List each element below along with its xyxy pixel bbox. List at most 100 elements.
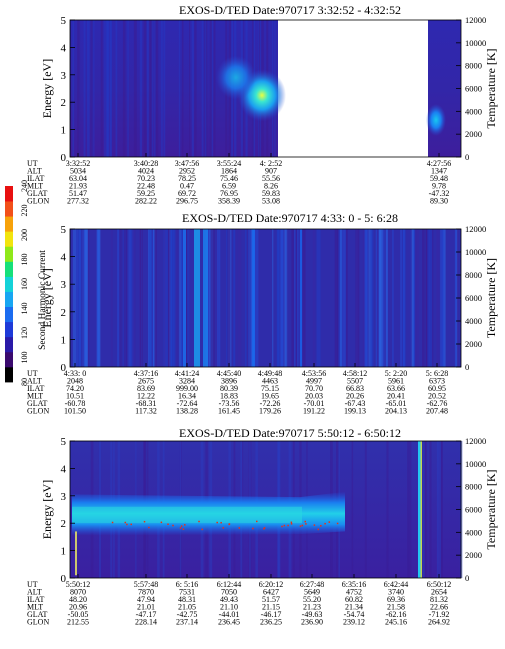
time-row-value: 19.65: [261, 392, 279, 401]
intensity-speck: [263, 527, 266, 529]
spectrogram-streak: [86, 20, 89, 157]
spectrogram-streak: [411, 229, 413, 367]
spectrogram-streak: [100, 20, 103, 157]
time-row-value: 117.32: [135, 407, 157, 416]
intensity-speck: [160, 521, 163, 524]
time-row-value: 5:57:48: [134, 580, 158, 589]
intensity-speck: [313, 524, 316, 526]
spectrogram-streak: [88, 20, 90, 157]
intensity-speck: [283, 524, 286, 527]
time-row-value: 1347: [431, 167, 447, 176]
spectrogram-streak: [203, 229, 208, 367]
time-row-value: 101.50: [64, 407, 86, 416]
time-row-value: 20.41: [387, 392, 405, 401]
time-row-value: 21.23: [303, 603, 321, 612]
time-row-value: 21.34: [345, 603, 363, 612]
intensity-speck: [143, 520, 146, 523]
spectrogram-streak: [163, 20, 166, 157]
spectrogram-streak: [181, 20, 184, 157]
time-row-value: 0.47: [180, 182, 194, 191]
y2-tick-label: 8000: [465, 61, 482, 71]
time-row-value: 21.10: [220, 603, 238, 612]
spectrogram-streak: [245, 229, 247, 367]
time-row-value: 6:12:44: [217, 580, 241, 589]
time-row-value: 4:27:56: [427, 159, 451, 168]
intensity-speck: [179, 527, 182, 529]
time-row-value: 5:50:12: [66, 580, 90, 589]
spectrogram-streak: [79, 229, 81, 367]
spectrogram-streak: [436, 441, 439, 578]
time-row-value: -62.16: [386, 610, 407, 619]
colorbar-segment: [5, 201, 13, 217]
spectrogram-streak: [339, 229, 343, 367]
spectrogram-panel: EXOS-D/TED Date:970717 3:32:52 - 4:32:52…: [27, 3, 498, 206]
time-row-label: ALT: [27, 377, 42, 386]
intensity-speck: [336, 522, 339, 525]
y2-tick-label: 12000: [465, 436, 486, 446]
time-row-value: 6.59: [222, 182, 236, 191]
spectrogram-streak: [210, 229, 215, 367]
colorbar-segment: [5, 291, 13, 308]
time-row-label: MLT: [27, 392, 43, 401]
spectrogram-streak: [365, 229, 367, 367]
spectrogram-streak: [429, 441, 432, 578]
y-tick-label: 0: [61, 573, 67, 585]
spectrogram-streak: [427, 229, 431, 367]
time-row-label: ALT: [27, 588, 42, 597]
time-row-value: 5034: [70, 167, 86, 176]
panel-title: EXOS-D/TED Date:970717 5:50:12 - 6:50:12: [179, 426, 401, 440]
y-axis-label: Energy [eV]: [40, 268, 54, 327]
time-row-value: 212.55: [67, 618, 89, 627]
y2-tick-label: 2000: [465, 550, 482, 560]
spectrogram-streak: [151, 20, 154, 157]
time-row-value: 51.57: [262, 595, 280, 604]
spectrogram-streak: [130, 229, 134, 367]
y-tick-label: 4: [61, 463, 67, 475]
intensity-speck: [148, 526, 150, 529]
spectrogram-streak: [355, 229, 358, 367]
intensity-speck: [216, 521, 218, 524]
y2-tick-label: 10000: [465, 459, 486, 469]
y2-tick-label: 6000: [465, 84, 482, 94]
time-row-value: 199.13: [344, 407, 366, 416]
time-row-value: 69.72: [178, 189, 196, 198]
spectrogram-streak: [87, 229, 90, 367]
spectrogram-streak: [377, 229, 379, 367]
time-row-value: 4024: [138, 167, 154, 176]
spectrogram-streak: [215, 229, 219, 367]
intensity-speck: [220, 521, 222, 524]
time-row-value: 7531: [179, 588, 195, 597]
time-row-value: 5507: [347, 377, 363, 386]
y-axis-label: Energy [eV]: [40, 480, 54, 539]
y2-tick-label: 0: [465, 362, 469, 372]
time-row-value: 228.14: [135, 618, 157, 627]
spectrogram-streak: [237, 229, 242, 367]
intensity-speck: [301, 524, 304, 527]
time-row-value: 21.01: [137, 603, 155, 612]
spectrogram-streak: [422, 441, 425, 578]
spectrogram-streak: [408, 441, 412, 578]
time-row-value: 907: [265, 167, 277, 176]
spectrogram-streak: [302, 229, 306, 367]
time-row-value: 81.32: [430, 595, 448, 604]
spectrogram-streak: [178, 20, 181, 157]
time-row-value: 4:49:48: [258, 369, 282, 378]
time-row-value: 236.45: [218, 618, 240, 627]
colorbar-tick-label: 180: [20, 254, 29, 266]
time-row-value: -42.75: [177, 610, 198, 619]
time-row-value: 21.58: [387, 603, 405, 612]
y2-tick-label: 2000: [465, 339, 482, 349]
spectrogram-streak: [254, 229, 259, 367]
intensity-speck: [130, 523, 132, 526]
time-row-value: 75.15: [261, 384, 279, 393]
spectrogram-streak: [75, 531, 77, 576]
time-row-value: 12.22: [137, 392, 155, 401]
spectrogram-streak: [175, 229, 178, 367]
spectrogram-streak: [272, 229, 274, 367]
spectrogram-streak: [183, 229, 186, 367]
colorbar-segment: [5, 246, 13, 262]
spectrogram-streak: [148, 229, 153, 367]
time-row-value: -68.31: [136, 399, 157, 408]
time-row-label: ALT: [27, 167, 42, 176]
intensity-speck: [198, 520, 200, 523]
